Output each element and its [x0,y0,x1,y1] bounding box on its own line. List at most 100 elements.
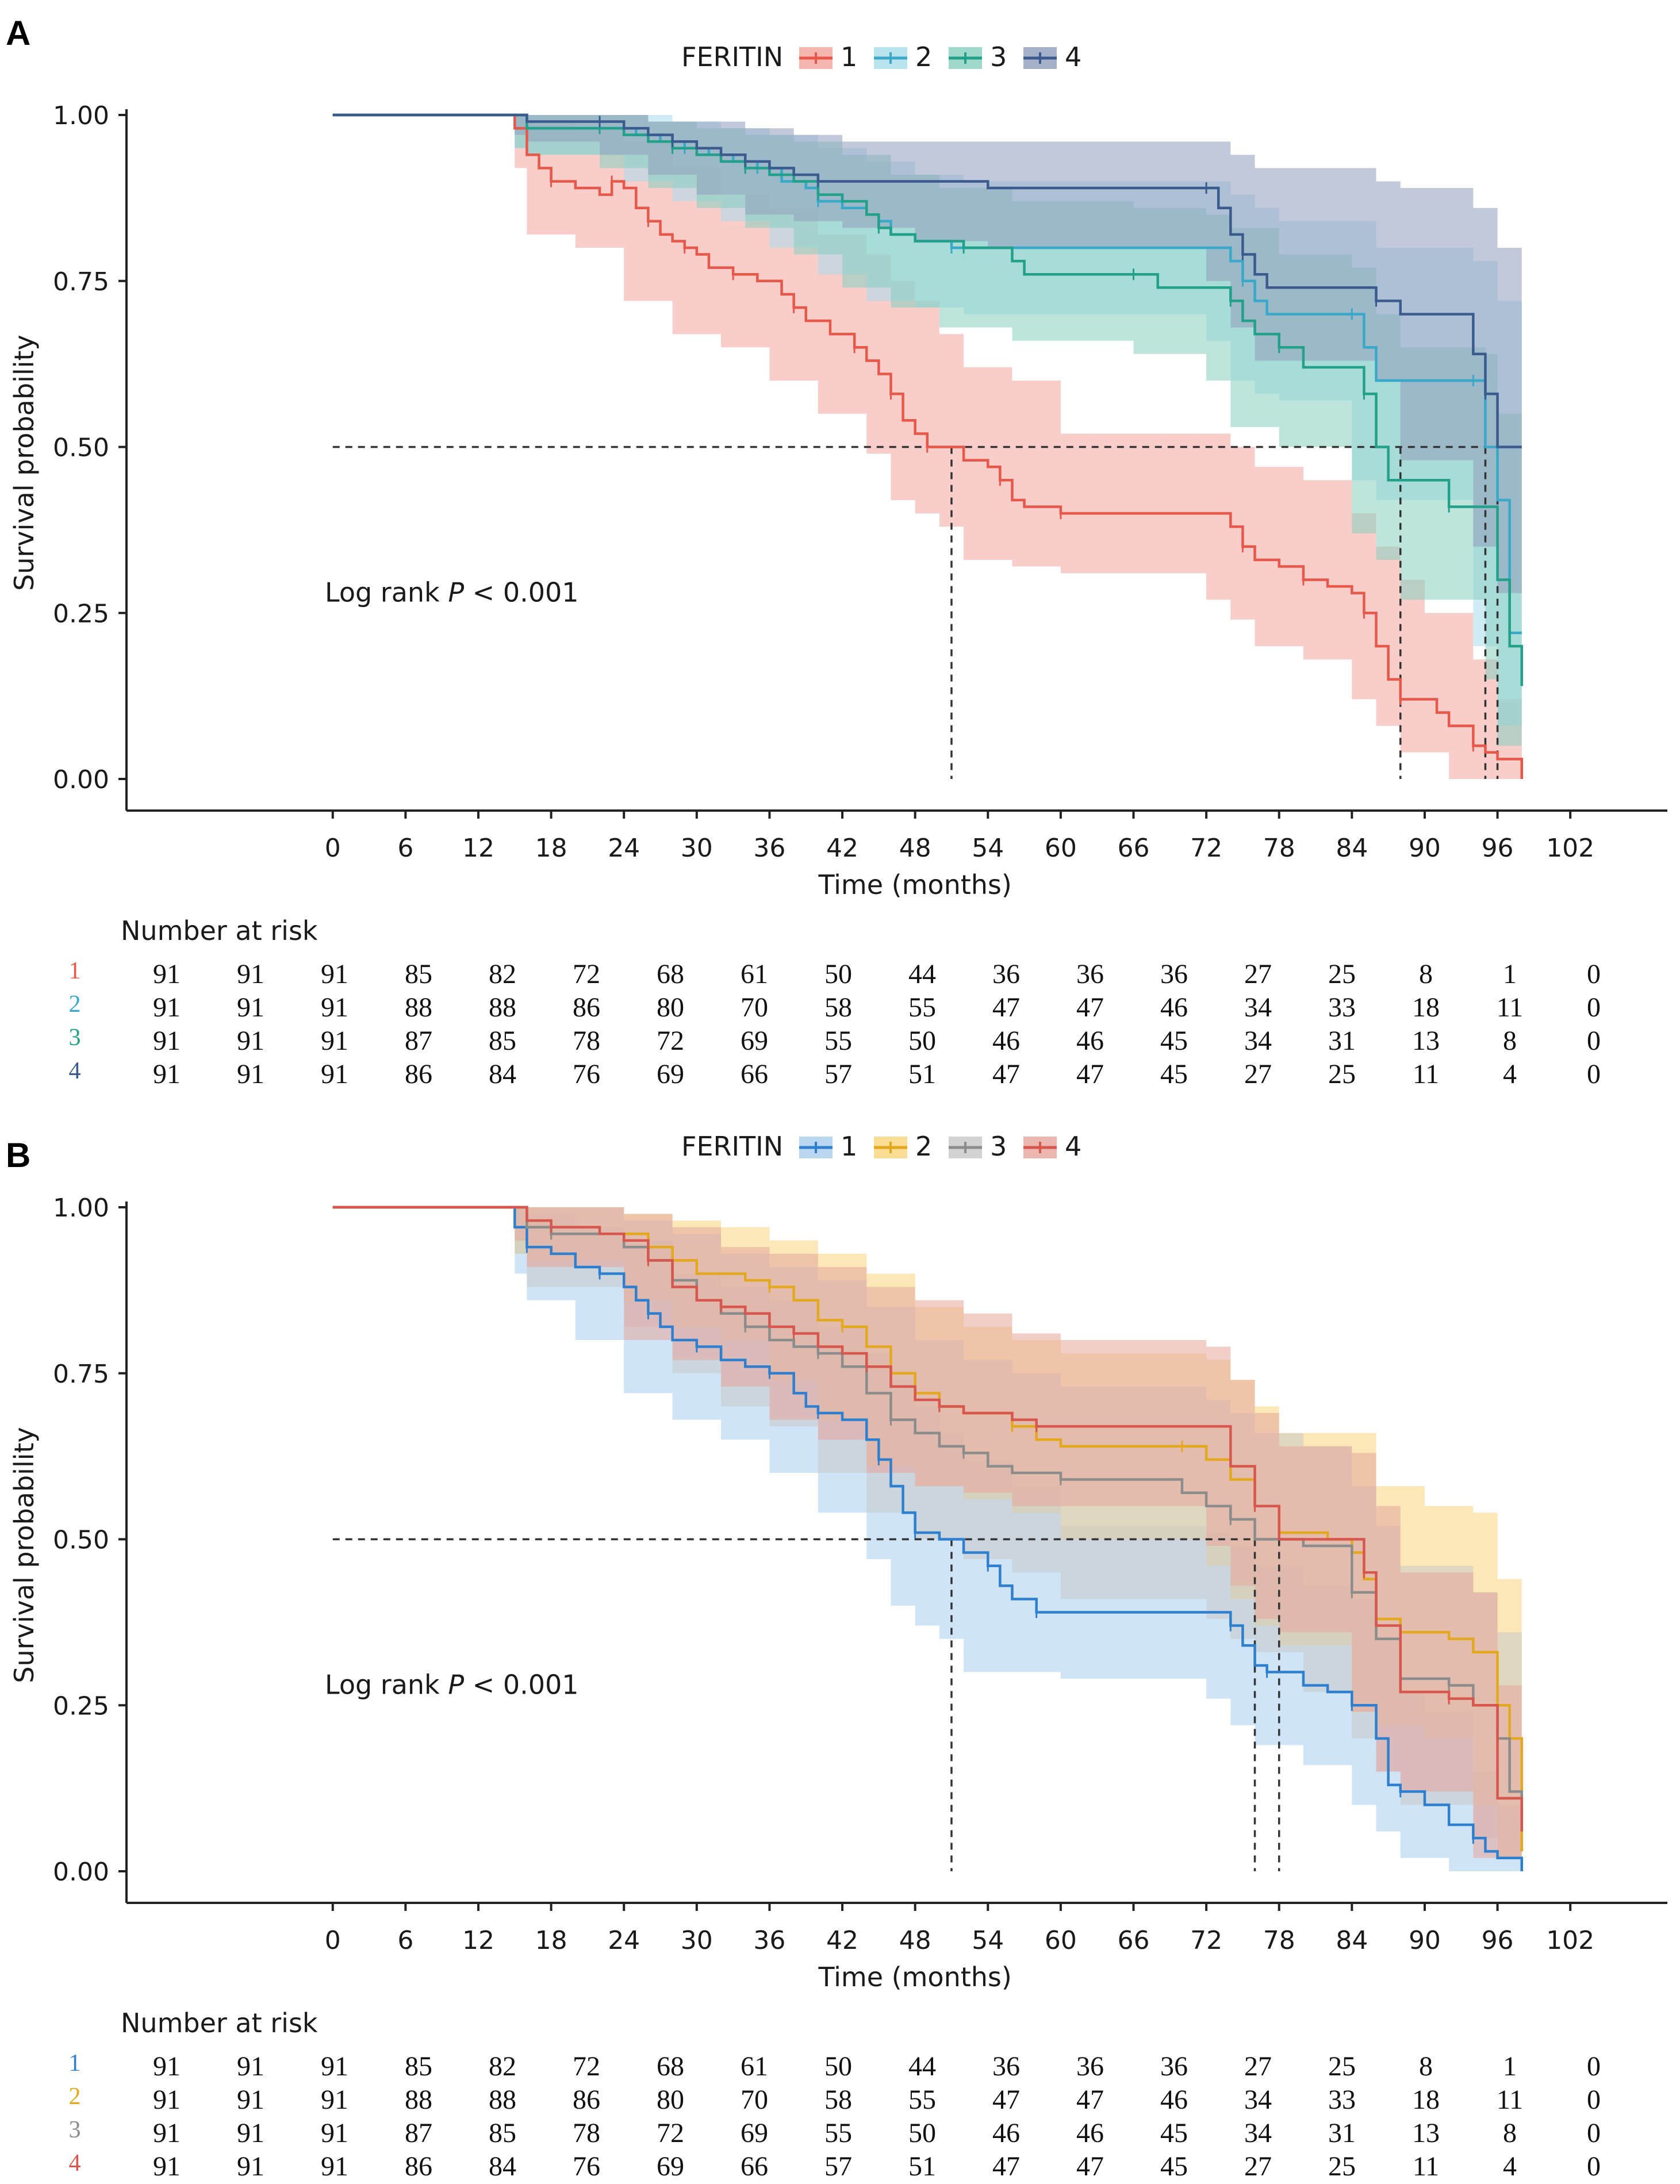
risk-cell: 80 [657,2085,684,2115]
y-axis-title: Survival probability [9,1427,40,1683]
risk-cell: 36 [1076,2051,1104,2082]
risk-cell: 25 [1328,959,1356,989]
risk-cell: 80 [657,992,684,1023]
risk-cell: 57 [824,1059,852,1089]
risk-cell: 50 [824,959,852,989]
x-tick-label: 60 [1045,834,1077,863]
risk-row-label-1: 1 [69,2050,81,2076]
survival-curve-4 [332,113,1522,448]
risk-cell: 0 [1587,959,1601,989]
x-tick-label: 6 [397,834,413,863]
risk-cell: 69 [741,1026,768,1056]
y-tick-label: 0.50 [53,1526,109,1555]
legend-label-4: 4 [1065,41,1081,72]
risk-cell: 84 [489,1059,516,1089]
risk-cell: 85 [489,1026,516,1056]
x-tick-label: 102 [1546,834,1594,863]
x-tick-label: 66 [1117,834,1149,863]
risk-cell: 34 [1244,1026,1272,1056]
risk-cell: 45 [1160,1026,1188,1056]
survival-curve-4 [332,1206,1524,1832]
risk-cell: 4 [1503,1059,1517,1089]
risk-cell: 85 [489,2118,516,2148]
risk-cell: 46 [992,1026,1020,1056]
risk-cell: 82 [489,959,516,989]
risk-cell: 91 [153,1059,181,1089]
risk-row-label-3: 3 [69,2117,81,2143]
x-tick-label: 36 [753,834,785,863]
risk-cell: 47 [1076,2151,1104,2182]
ci-band-4 [332,1207,1522,1858]
x-tick-label: 78 [1263,834,1295,863]
risk-cell: 88 [489,2085,516,2115]
legend-label-1: 1 [841,41,857,72]
risk-cell: 36 [1160,2051,1188,2082]
risk-cell: 33 [1328,2085,1356,2115]
x-axis-title: Time (months) [818,1962,1011,1993]
risk-cell: 76 [573,2151,600,2182]
risk-cell: 87 [405,1026,432,1056]
y-tick-label: 0.00 [53,765,109,794]
risk-cell: 50 [824,2051,852,2082]
y-tick-label: 1.00 [53,1193,109,1223]
risk-cell: 51 [908,1059,936,1089]
risk-cell: 72 [657,2118,684,2148]
risk-cell: 1 [1503,959,1517,989]
risk-cell: 55 [824,1026,852,1056]
risk-cell: 69 [657,1059,684,1089]
risk-cell: 58 [824,2085,852,2115]
risk-cell: 91 [153,2118,181,2148]
risk-cell: 91 [153,992,181,1023]
x-tick-label: 90 [1409,1926,1441,1955]
risk-cell: 58 [824,992,852,1023]
panel-letter: B [6,1136,30,1174]
risk-cell: 86 [405,1059,432,1089]
risk-cell: 8 [1419,2051,1433,2082]
risk-cell: 91 [321,2085,348,2115]
risk-cell: 72 [573,2051,600,2082]
risk-cell: 8 [1503,1026,1517,1056]
legend-label-4: 4 [1065,1131,1081,1162]
risk-cell: 69 [657,2151,684,2182]
risk-cell: 8 [1503,2118,1517,2148]
y-tick-label: 0.25 [53,1691,109,1721]
x-tick-label: 12 [462,834,494,863]
risk-cell: 91 [153,959,181,989]
y-tick-label: 1.00 [53,101,109,130]
risk-cell: 47 [1076,2085,1104,2115]
risk-cell: 47 [992,2151,1020,2182]
risk-cell: 0 [1587,2051,1601,2082]
survival-curve-3 [332,1206,1524,1825]
annotation-prefix: Log rank [325,577,448,608]
risk-cell: 91 [321,1059,348,1089]
risk-cell: 78 [573,1026,600,1056]
x-tick-label: 42 [826,834,858,863]
risk-cell: 33 [1328,992,1356,1023]
risk-cell: 91 [321,2151,348,2182]
risk-cell: 55 [824,2118,852,2148]
risk-cell: 66 [741,1059,768,1089]
risk-cell: 0 [1587,2151,1601,2182]
x-axis-title: Time (months) [818,869,1011,900]
risk-cell: 84 [489,2151,516,2182]
legend-title: FERITIN [681,1131,783,1162]
risk-cell: 55 [908,992,936,1023]
risk-cell: 46 [1076,1026,1104,1056]
risk-row-label-3: 3 [69,1024,81,1051]
x-tick-label: 6 [397,1926,413,1955]
y-tick-label: 0.75 [53,267,109,297]
risk-row-label-4: 4 [69,2150,81,2177]
x-tick-label: 24 [608,1926,640,1955]
risk-cell: 46 [1160,2085,1188,2115]
risk-cell: 91 [237,2151,264,2182]
risk-cell: 11 [1497,992,1523,1023]
x-tick-label: 12 [462,1926,494,1955]
legend-title: FERITIN [681,41,783,72]
annotation-prefix: Log rank [325,1669,448,1700]
x-tick-label: 30 [681,834,713,863]
risk-cell: 76 [573,1059,600,1089]
legend-label-3: 3 [990,41,1007,72]
x-tick-label: 60 [1045,1926,1077,1955]
x-tick-label: 54 [972,1926,1004,1955]
x-tick-label: 0 [325,1926,341,1955]
